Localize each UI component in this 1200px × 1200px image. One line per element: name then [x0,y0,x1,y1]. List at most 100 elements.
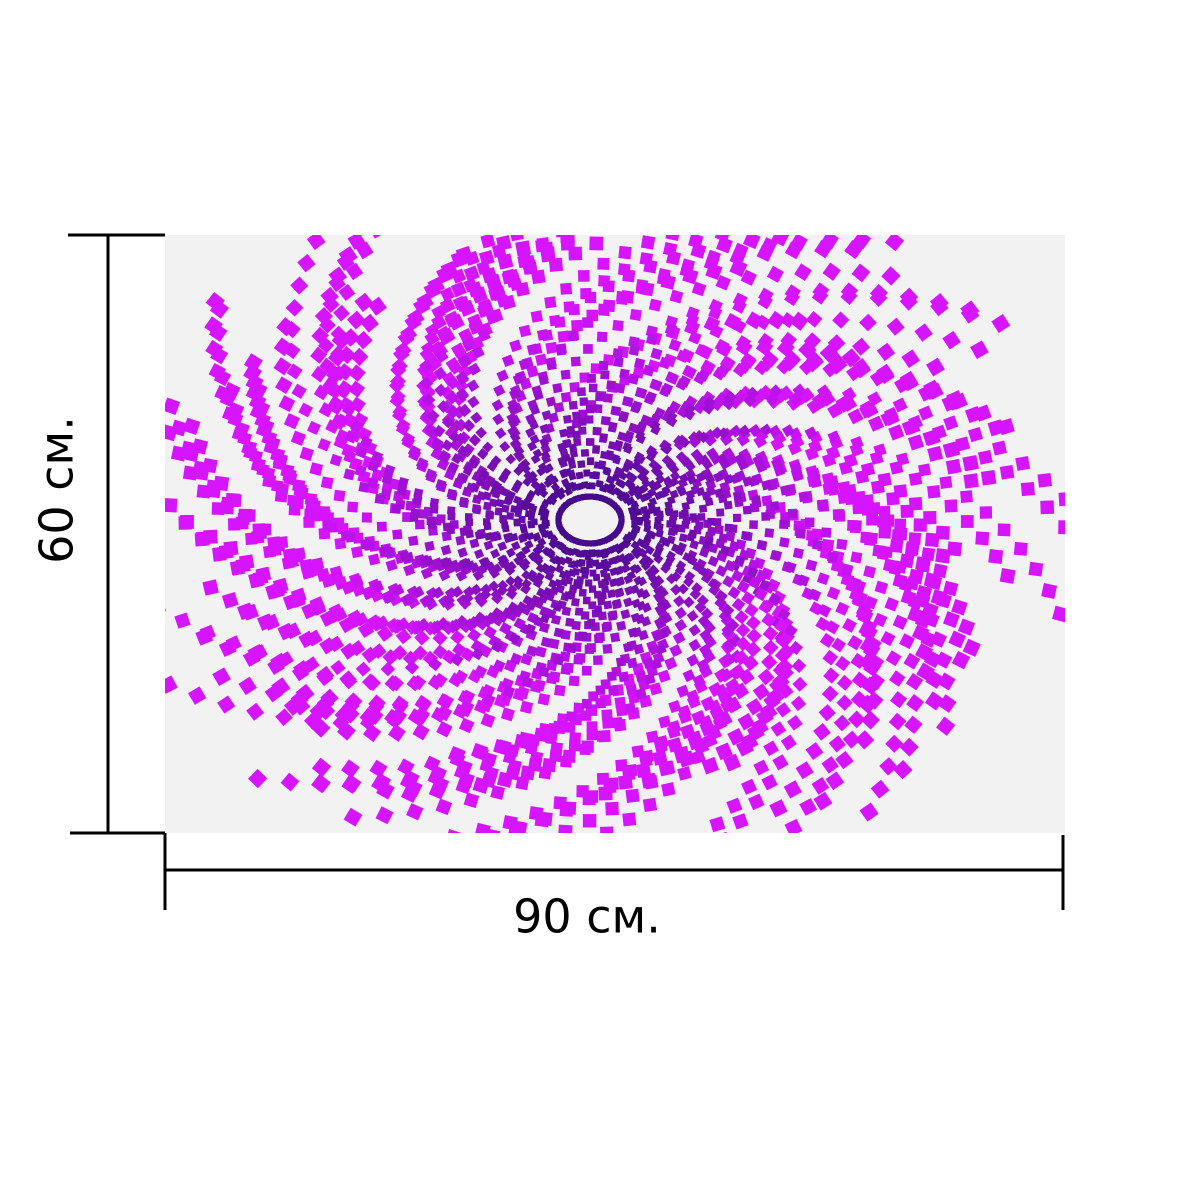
cube [511,541,521,551]
cube [873,612,888,628]
cube [479,470,490,481]
cube [463,278,478,293]
cube [963,473,979,489]
cube [246,702,265,721]
cube [506,512,515,520]
cube [568,246,583,261]
cube [669,289,684,304]
cube [520,653,533,666]
cube [691,170,707,186]
cube [506,743,520,757]
cube [188,686,207,705]
cube [389,392,405,409]
cube [402,180,420,198]
cube [599,569,608,578]
cube [165,675,178,694]
cube [303,712,322,730]
cube [364,540,375,551]
cube [648,643,661,656]
cube [748,205,766,223]
cube [388,478,401,491]
cube [664,656,678,670]
cube [267,657,285,675]
cube [586,438,594,446]
cube [563,591,573,600]
cube [642,514,650,522]
cube [691,281,707,297]
cube [398,477,409,488]
cube [455,535,466,546]
cube [676,349,690,364]
cube [598,360,609,371]
cube [615,759,628,772]
cube [908,414,924,430]
cube [692,218,708,234]
cube [375,615,390,630]
cube [286,363,303,380]
cube [527,470,538,481]
cube [823,667,840,684]
cube [482,518,491,526]
cube [554,684,566,697]
cube [445,390,460,405]
cube [645,730,659,744]
cube [850,436,864,450]
cube [422,393,436,407]
cube [582,317,593,328]
cube [589,569,597,577]
cube [397,329,415,347]
cube [741,778,758,795]
cube [475,426,487,439]
cube [301,566,315,580]
cube [715,742,733,761]
cube [707,555,719,567]
cube [877,516,889,528]
cube [836,538,848,550]
cube [918,463,932,477]
cube [354,292,374,312]
cube [532,532,542,541]
cube [516,686,530,700]
cube [530,211,544,225]
cube [311,757,332,777]
cube [413,297,431,315]
cube [548,638,560,650]
cube [319,209,338,228]
cube [743,235,761,250]
cube [445,375,461,390]
cube [376,521,387,532]
cube [480,713,496,728]
cube [420,341,436,356]
cube [756,708,774,726]
cube [781,356,797,372]
cube [383,546,395,558]
cube [539,423,550,434]
cube [501,607,514,620]
cube [567,469,576,478]
cube [212,547,227,562]
cube [666,415,678,428]
cube [602,643,613,654]
cube [682,516,691,525]
cube [677,524,686,533]
cube [660,488,670,498]
cube [556,713,569,725]
cube [290,276,309,295]
cube [536,329,549,341]
cube [248,449,263,464]
cube [633,357,646,370]
cube [636,517,643,524]
cube [460,689,476,704]
cube [575,652,586,663]
cube [509,235,524,242]
cube [753,434,768,449]
cube [403,770,420,787]
cube [677,704,692,719]
cube [731,597,746,612]
cube [631,598,642,609]
cube [692,674,706,688]
cube [413,488,424,499]
cube [821,527,832,538]
cube [777,608,791,622]
cube [787,508,798,519]
